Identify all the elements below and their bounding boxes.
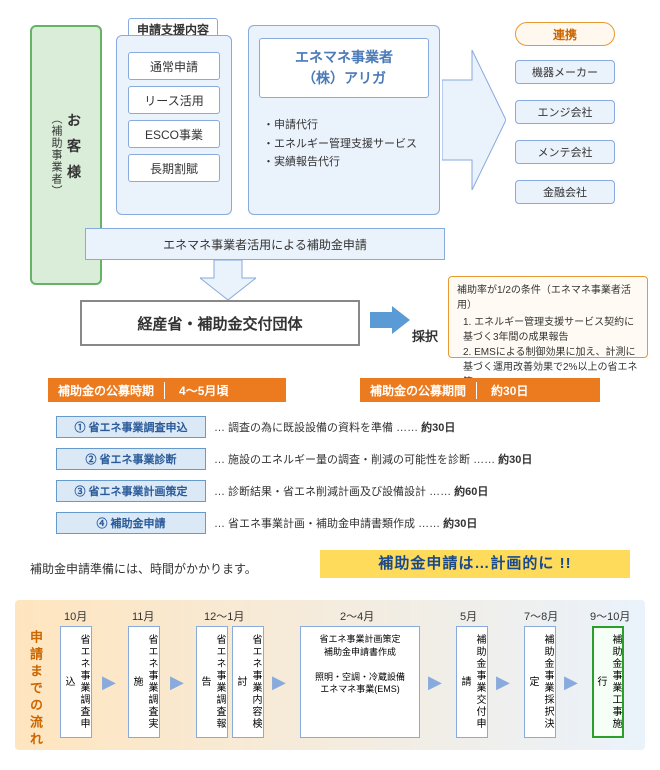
partner-box: メンテ会社: [515, 140, 615, 164]
timeline-month: 2～4月: [340, 608, 374, 624]
support-item: ESCO事業: [128, 120, 220, 148]
step-row: ④ 補助金申請 … 省エネ事業計画・補助金申請書類作成 …… 約30日: [56, 512, 646, 534]
support-item: リース活用: [128, 86, 220, 114]
timeline-month: 12～1月: [204, 608, 244, 624]
partner-label: 連携: [515, 22, 615, 46]
timeline-arrow-icon: ▶: [428, 672, 442, 693]
orange-header-1: 補助金の公募時期 4～5月頃: [48, 378, 286, 402]
partner-box: エンジ会社: [515, 100, 615, 124]
timeline-month: 11月: [132, 608, 154, 624]
enemane-box: エネマネ事業者 （株）アリガ ・申請代行 ・エネルギー管理支援サービス ・実績報…: [248, 25, 440, 215]
customer-sub: （補助事業者）: [50, 113, 62, 197]
arrow-down: [200, 260, 256, 305]
timeline-arrow-icon: ▶: [564, 672, 578, 693]
adopt-label: 採択: [412, 326, 438, 345]
support-item: 長期割賦: [128, 154, 220, 182]
arrow-right-big: [442, 50, 506, 190]
arrow-adopt: [370, 306, 410, 339]
timeline-label: 申請までの流れ: [26, 630, 45, 749]
timeline-month: 7～8月: [524, 608, 558, 624]
timeline-arrow-icon: ▶: [102, 672, 116, 693]
timeline-box: 省エネ事業内容検討: [232, 626, 264, 738]
timeline-box: 省エネ事業調査報告: [196, 626, 228, 738]
ministry-box: 経産省・補助金交付団体: [80, 300, 360, 346]
timeline-arrow-icon: ▶: [496, 672, 510, 693]
conditions-box: 補助率が1/2の条件（エネマネ事業者活用） 1. エネルギー管理支援サービス契約…: [448, 276, 648, 358]
partner-box: 金融会社: [515, 180, 615, 204]
timeline-box: 補助金事業採択決定: [524, 626, 556, 738]
support-group: 通常申請 リース活用 ESCO事業 長期割賦: [116, 35, 232, 215]
timeline-month: 9～10月: [590, 608, 630, 624]
timeline-arrow-icon: ▶: [272, 672, 286, 693]
enemane-list: ・申請代行 ・エネルギー管理支援サービス ・実績報告代行: [259, 116, 429, 172]
timeline-month: 5月: [460, 608, 477, 624]
partner-box: 機器メーカー: [515, 60, 615, 84]
timeline-box: 補助金事業交付申請: [456, 626, 488, 738]
timeline-box: 省エネ事業調査実施: [128, 626, 160, 738]
planful-banner: 補助金申請は…計画的に !!: [320, 550, 630, 578]
orange-header-2: 補助金の公募期間 約30日: [360, 378, 600, 402]
note-text: 補助金申請準備には、時間がかかります。: [30, 560, 257, 577]
support-item: 通常申請: [128, 52, 220, 80]
step-row: ③ 省エネ事業計画策定 … 診断結果・省エネ削減計画及び設備設計 …… 約60日: [56, 480, 646, 502]
timeline-box: 省エネ事業計画策定 補助金申請書作成 照明・空調・冷蔵設備 エネマネ事業(EMS…: [300, 626, 420, 738]
application-bar: エネマネ事業者活用による補助金申請: [85, 228, 445, 260]
enemane-title: エネマネ事業者 （株）アリガ: [259, 38, 429, 98]
timeline-box: 省エネ事業調査申込: [60, 626, 92, 738]
timeline-arrow-icon: ▶: [170, 672, 184, 693]
step-row: ② 省エネ事業診断 … 施設のエネルギー量の調査・削減の可能性を診断 …… 約3…: [56, 448, 646, 470]
timeline-box: 補助金事業工事施行: [592, 626, 624, 738]
customer-main: お 客 様: [66, 113, 82, 183]
step-row: ① 省エネ事業調査申込 … 調査の為に既設設備の資料を準備 …… 約30日: [56, 416, 646, 438]
timeline-month: 10月: [64, 608, 87, 624]
